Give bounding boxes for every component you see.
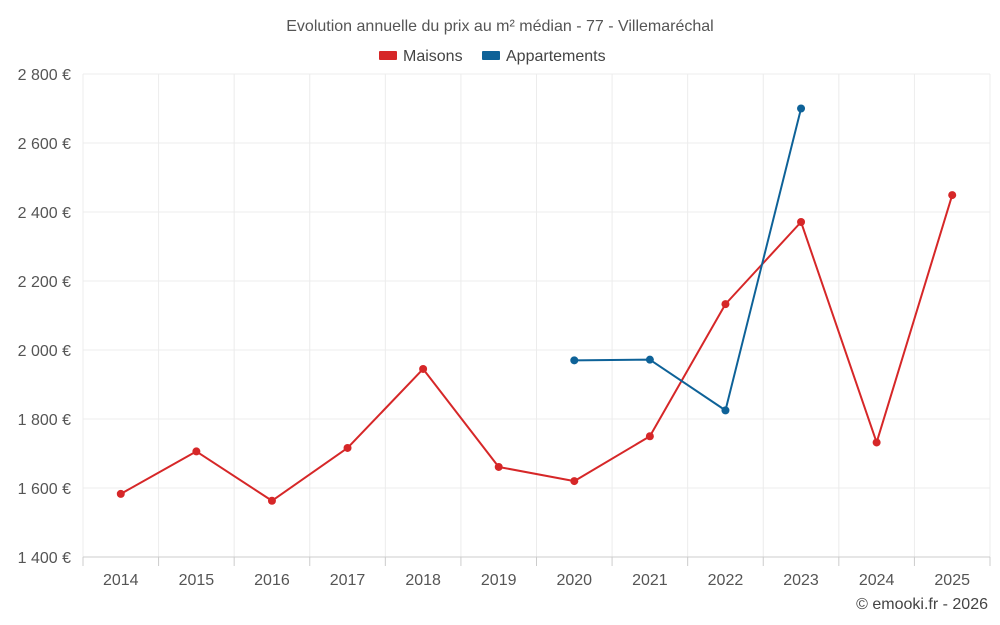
legend-item-maisons[interactable]: Maisons [379, 48, 463, 65]
grid [82, 73, 991, 557]
data-point-maisons-2023[interactable] [797, 218, 806, 227]
legend-item-appartements[interactable]: Appartements [482, 48, 606, 65]
x-tick-label: 2024 [859, 572, 895, 589]
data-point-maisons-2021[interactable] [645, 432, 654, 441]
data-point-maisons-2016[interactable] [267, 496, 276, 505]
data-point-maisons-2017[interactable] [343, 443, 352, 452]
x-tick-label: 2016 [254, 572, 290, 589]
x-tick-label: 2022 [708, 572, 744, 589]
y-tick-label: 1 800 € [18, 412, 71, 429]
legend-label-appartements: Appartements [506, 48, 606, 65]
axes: 1 400 € 1 600 € 1 800 € 2 000 € 2 200 € 2 400… [18, 67, 991, 589]
data-point-appartements-2022[interactable] [721, 406, 730, 415]
data-point-maisons-2024[interactable] [872, 438, 881, 447]
x-tick-label: 2019 [481, 572, 517, 589]
data-point-maisons-2018[interactable] [419, 364, 428, 373]
data-point-appartements-2023[interactable] [797, 104, 806, 113]
data-point-maisons-2022[interactable] [721, 300, 730, 309]
x-tick-label: 2015 [179, 572, 215, 589]
series [116, 104, 957, 505]
y-tick-label: 2 400 € [18, 205, 71, 222]
data-point-maisons-2025[interactable] [948, 191, 957, 200]
x-tick-label: 2014 [103, 572, 139, 589]
y-tick-label: 2 800 € [18, 67, 71, 84]
data-point-appartements-2020[interactable] [570, 356, 579, 365]
data-point-appartements-2021[interactable] [645, 355, 654, 364]
x-tick-label: 2023 [783, 572, 819, 589]
credit-text: © emooki.fr - 2026 [856, 596, 988, 613]
x-tick-label: 2021 [632, 572, 668, 589]
legend-swatch-appartements [482, 51, 500, 60]
y-tick-label: 2 600 € [18, 136, 71, 153]
series-line-maisons [119, 194, 954, 502]
series-line-appartements [573, 107, 803, 412]
data-point-maisons-2015[interactable] [192, 447, 201, 456]
x-tick-label: 2020 [556, 572, 592, 589]
x-tick-label: 2025 [934, 572, 970, 589]
y-tick-label: 2 000 € [18, 343, 71, 360]
legend-label-maisons: Maisons [403, 48, 463, 65]
x-tick-label: 2018 [405, 572, 441, 589]
data-point-maisons-2020[interactable] [570, 477, 579, 486]
legend-swatch-maisons [379, 51, 397, 60]
y-tick-label: 1 400 € [18, 550, 71, 567]
legend: Maisons Appartements [379, 48, 606, 65]
data-point-maisons-2014[interactable] [116, 489, 125, 498]
data-point-maisons-2019[interactable] [494, 462, 503, 471]
y-tick-label: 1 600 € [18, 481, 71, 498]
x-tick-label: 2017 [330, 572, 366, 589]
y-tick-label: 2 200 € [18, 274, 71, 291]
chart-title: Evolution annuelle du prix au m² médian … [286, 18, 713, 35]
